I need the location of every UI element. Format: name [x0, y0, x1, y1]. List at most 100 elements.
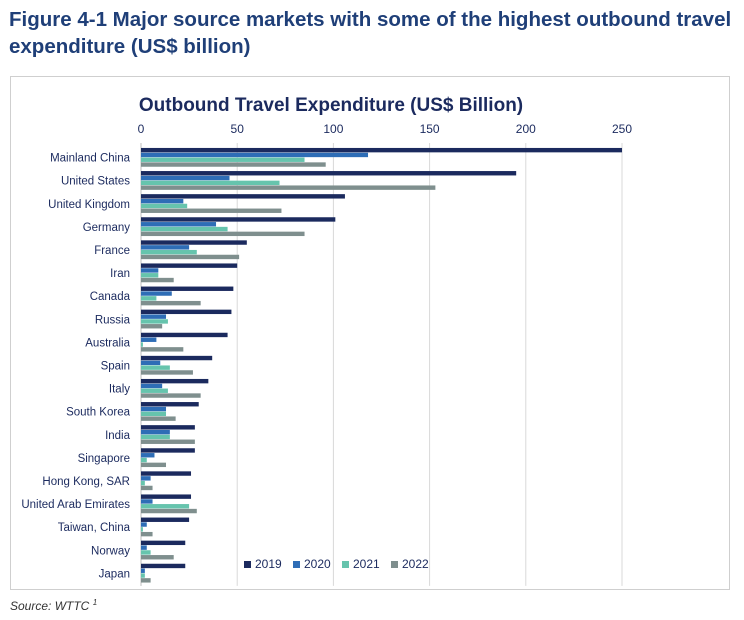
- bar-2019: [141, 263, 238, 268]
- bar-2020: [141, 245, 190, 250]
- bar-2022: [141, 208, 282, 213]
- bar-2022: [141, 347, 184, 352]
- bar-2020: [141, 314, 167, 319]
- bar-2020: [141, 499, 153, 504]
- category-label: Australia: [85, 337, 130, 349]
- bar-2019: [141, 332, 228, 338]
- legend-swatch-2021: [342, 561, 349, 568]
- category-label: Iran: [110, 268, 130, 280]
- bar-2019: [141, 286, 234, 291]
- category-label: Italy: [109, 384, 130, 396]
- bar-2021: [141, 319, 168, 324]
- category-label: United Kingdom: [48, 199, 130, 211]
- category-label: Singapore: [78, 453, 130, 465]
- bar-2020: [141, 406, 167, 412]
- category-label: Hong Kong, SAR: [42, 476, 130, 488]
- bar-2021: [141, 249, 197, 255]
- bar-2020: [141, 291, 172, 296]
- legend-label: 2019: [255, 557, 282, 571]
- figure-title: Figure 4-1 Major source markets with som…: [9, 8, 732, 58]
- source-footnote: 1: [92, 598, 98, 607]
- bar-2020: [141, 545, 147, 550]
- category-label: India: [105, 430, 131, 442]
- chart-frame: Outbound Travel Expenditure (US$ Billion…: [10, 76, 730, 590]
- bar-2020: [141, 453, 155, 458]
- bar-2021: [141, 434, 170, 440]
- bar-2021: [141, 388, 168, 393]
- bar-2022: [141, 324, 163, 329]
- bar-2021: [141, 411, 167, 417]
- legend-swatch-2019: [244, 561, 251, 568]
- bar-2021: [141, 365, 170, 370]
- bar-2022: [141, 231, 305, 237]
- bar-2020: [141, 383, 163, 389]
- bar-2021: [141, 273, 159, 278]
- bar-2022: [141, 508, 197, 514]
- category-label: Spain: [101, 360, 130, 372]
- bar-2020: [141, 152, 369, 158]
- bar-2019: [141, 402, 199, 407]
- bar-2019: [141, 563, 186, 569]
- bar-2020: [141, 360, 161, 366]
- bar-2019: [141, 171, 517, 176]
- bar-2021: [141, 573, 145, 578]
- bar-2019: [141, 471, 192, 476]
- bar-2019: [141, 425, 195, 430]
- bar-2019: [141, 540, 186, 546]
- bar-2022: [141, 439, 195, 444]
- bar-2021: [141, 157, 305, 162]
- bar-2022: [141, 416, 176, 421]
- bar-2021: [141, 457, 147, 463]
- x-tick-label: 250: [612, 122, 632, 136]
- bar-2020: [141, 429, 170, 435]
- bar-2019: [141, 517, 190, 522]
- bar-2019: [141, 448, 195, 453]
- x-tick-label: 100: [323, 122, 343, 136]
- bar-2019: [141, 378, 209, 384]
- bar-2019: [141, 240, 247, 245]
- legend-swatch-2022: [391, 561, 398, 568]
- bar-2022: [141, 300, 201, 306]
- category-label: Taiwan, China: [58, 522, 131, 534]
- category-label: Japan: [99, 568, 130, 580]
- x-tick-label: 50: [231, 122, 245, 136]
- bar-2022: [141, 485, 153, 491]
- category-label: United States: [61, 176, 130, 188]
- bar-2021: [141, 527, 143, 532]
- bar-2021: [141, 296, 157, 301]
- bar-2022: [141, 462, 167, 468]
- bar-2021: [141, 226, 228, 232]
- bar-2022: [141, 578, 151, 583]
- bar-2022: [141, 531, 153, 537]
- bar-2019: [141, 494, 192, 499]
- bar-2021: [141, 203, 188, 209]
- bar-2019: [141, 217, 336, 222]
- bar-2020: [141, 476, 151, 481]
- bar-2021: [141, 550, 151, 555]
- source-text: Source: WTTC: [10, 599, 90, 613]
- bar-2019: [141, 147, 622, 153]
- bar-2021: [141, 180, 280, 186]
- bar-2022: [141, 277, 174, 283]
- legend-label: 2020: [304, 557, 331, 571]
- bar-2021: [141, 342, 143, 347]
- legend-label: 2022: [402, 557, 429, 571]
- x-tick-label: 150: [420, 122, 440, 136]
- category-label: Canada: [90, 291, 131, 303]
- bar-2020: [141, 222, 217, 227]
- bar-2022: [141, 185, 436, 190]
- bar-2022: [141, 254, 240, 260]
- bar-2022: [141, 370, 193, 375]
- bar-2020: [141, 175, 230, 181]
- x-tick-label: 0: [138, 122, 145, 136]
- category-label: Russia: [95, 314, 131, 326]
- bar-2021: [141, 480, 145, 486]
- legend-swatch-2020: [293, 561, 300, 568]
- category-label: South Korea: [66, 407, 131, 419]
- category-label: Norway: [91, 545, 130, 557]
- bar-2020: [141, 198, 184, 204]
- bar-2021: [141, 504, 190, 509]
- bar-2020: [141, 268, 159, 273]
- x-tick-label: 200: [516, 122, 536, 136]
- bar-2020: [141, 337, 157, 342]
